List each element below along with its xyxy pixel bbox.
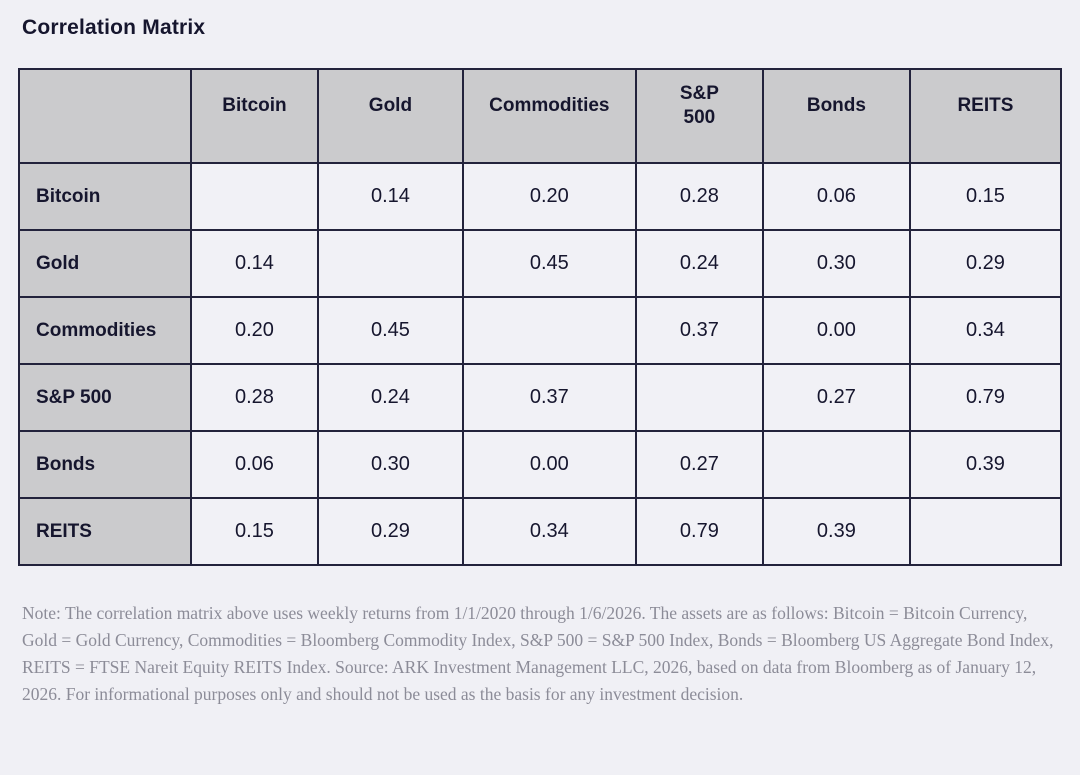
cell-bitcoin-reits: 0.15 [908, 162, 1063, 231]
header-row: Bitcoin Gold Commodities S&P 500 Bonds REITS [18, 68, 1063, 164]
cell-gold-commodities: 0.45 [461, 229, 637, 298]
correlation-matrix-table: Bitcoin Gold Commodities S&P 500 Bonds REITS … [18, 68, 1063, 566]
row-header-gold: Gold [18, 229, 192, 298]
row-header-s-p-500: S&P 500 [18, 363, 192, 432]
cell-reits-gold: 0.29 [317, 497, 464, 566]
cell-commodities-bonds: 0.00 [761, 296, 911, 365]
cell-bonds-commodities: 0.00 [461, 430, 637, 499]
footnote: Note: The correlation matrix above uses … [22, 603, 1054, 704]
table-row-s-p-500: S&P 500 0.28 0.24 0.37 0.27 0.79 [18, 363, 1063, 432]
table-header: Bitcoin Gold Commodities S&P 500 Bonds REITS [18, 68, 1063, 164]
table-row-bonds: Bonds 0.06 0.30 0.00 0.27 0.39 [18, 430, 1063, 499]
table-row-gold: Gold 0.14 0.45 0.24 0.30 0.29 [18, 229, 1063, 298]
cell-commodities-commodities [461, 296, 637, 365]
row-header-commodities: Commodities [18, 296, 192, 365]
row-header-bonds: Bonds [18, 430, 192, 499]
table-row-reits: REITS 0.15 0.29 0.34 0.79 0.39 [18, 497, 1063, 566]
cell-bonds-reits: 0.39 [908, 430, 1063, 499]
cell-gold-reits: 0.29 [908, 229, 1063, 298]
page-title: Correlation Matrix [22, 16, 206, 39]
cell-gold-gold [317, 229, 464, 298]
cell-bitcoin-bitcoin [189, 162, 320, 231]
cell-s-p-500-bonds: 0.27 [761, 363, 911, 432]
cell-commodities-gold: 0.45 [317, 296, 464, 365]
cell-s-p-500-bitcoin: 0.28 [189, 363, 320, 432]
cell-bonds-bonds [761, 430, 911, 499]
corner-cell [18, 68, 192, 164]
cell-reits-bonds: 0.39 [761, 497, 911, 566]
cell-gold-s-p-500: 0.24 [634, 229, 764, 298]
cell-gold-bonds: 0.30 [761, 229, 911, 298]
cell-s-p-500-gold: 0.24 [317, 363, 464, 432]
cell-bitcoin-gold: 0.14 [317, 162, 464, 231]
cell-commodities-reits: 0.34 [908, 296, 1063, 365]
column-header-commodities: Commodities [461, 68, 637, 164]
cell-s-p-500-commodities: 0.37 [461, 363, 637, 432]
cell-s-p-500-reits: 0.79 [908, 363, 1063, 432]
column-header-bonds: Bonds [761, 68, 911, 164]
cell-reits-commodities: 0.34 [461, 497, 637, 566]
cell-bitcoin-commodities: 0.20 [461, 162, 637, 231]
cell-bonds-s-p-500: 0.27 [634, 430, 764, 499]
row-header-bitcoin: Bitcoin [18, 162, 192, 231]
cell-reits-reits [908, 497, 1063, 566]
table-row-commodities: Commodities 0.20 0.45 0.37 0.00 0.34 [18, 296, 1063, 365]
cell-commodities-bitcoin: 0.20 [189, 296, 320, 365]
cell-bitcoin-bonds: 0.06 [761, 162, 911, 231]
cell-gold-bitcoin: 0.14 [189, 229, 320, 298]
column-header-gold: Gold [317, 68, 464, 164]
cell-reits-s-p-500: 0.79 [634, 497, 764, 566]
cell-s-p-500-s-p-500 [634, 363, 764, 432]
column-header-bitcoin: Bitcoin [189, 68, 320, 164]
table-body: Bitcoin 0.14 0.20 0.28 0.06 0.15 Gold 0.14 0.45 0… [18, 162, 1063, 566]
cell-bonds-gold: 0.30 [317, 430, 464, 499]
cell-bonds-bitcoin: 0.06 [189, 430, 320, 499]
column-header-reits: REITS [908, 68, 1063, 164]
cell-reits-bitcoin: 0.15 [189, 497, 320, 566]
column-header-s-p-500: S&P 500 [634, 68, 764, 164]
cell-bitcoin-s-p-500: 0.28 [634, 162, 764, 231]
table-row-bitcoin: Bitcoin 0.14 0.20 0.28 0.06 0.15 [18, 162, 1063, 231]
cell-commodities-s-p-500: 0.37 [634, 296, 764, 365]
row-header-reits: REITS [18, 497, 192, 566]
